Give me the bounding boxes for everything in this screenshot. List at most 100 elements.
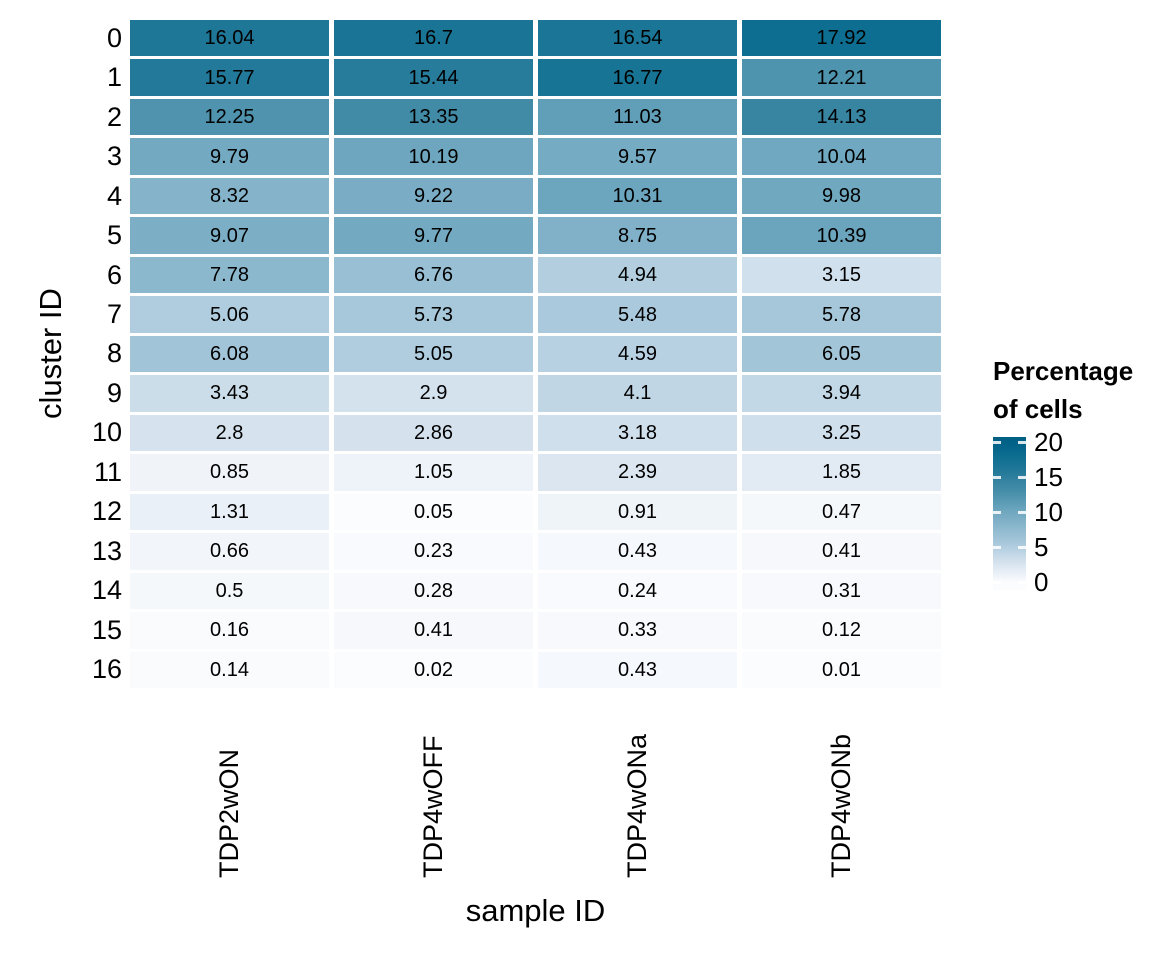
cell-value-label: 0.85 [210,461,249,484]
heatmap-cell: 3.18 [538,414,737,452]
heatmap-cell: 9.22 [334,177,533,215]
heatmap-cell: 5.05 [334,335,533,373]
y-tick-label: 3 [106,141,122,172]
heatmap-cell: 0.41 [742,533,941,570]
heatmap-cell: 16.04 [130,20,329,57]
cell-value-label: 14.13 [816,106,867,129]
y-tick-label: 2 [106,101,122,132]
cell-value-label: 0.47 [822,500,861,523]
heatmap-cell: 10.39 [742,217,941,254]
cell-value-label: 6.08 [210,342,249,365]
heatmap-cell: 12.21 [742,59,941,96]
cell-value-label: 0.16 [210,619,249,642]
x-tick-label: TDP2wON [214,748,244,878]
heatmap-cell: 1.05 [334,454,533,491]
y-tick-label: 13 [91,535,122,566]
cell-value-label: 9.07 [210,224,249,247]
cell-value-label: 2.9 [419,382,448,405]
legend-tick-label: 0 [1034,567,1049,597]
y-tick-label: 11 [93,456,122,487]
heatmap-cell: 9.79 [130,138,329,175]
y-tick-label: 16 [91,654,122,685]
heatmap-cell: 14.13 [742,98,941,136]
heatmap-cell: 0.24 [538,572,737,610]
cell-value-label: 0.14 [210,658,249,681]
y-tick-labels: 0 1 2 3 4 5 6 7 8 9 10 11 12 13 14 15 16 [38,20,122,688]
cell-value-label: 0.05 [414,500,453,523]
y-tick-label: 7 [106,299,122,330]
cell-value-label: 12.25 [204,106,255,129]
cell-value-label: 9.98 [822,185,861,208]
heatmap-cell: 0.91 [538,493,737,531]
x-tick-label: TDP4wOFF [418,735,448,878]
cell-value-label: 0.28 [414,579,453,602]
heatmap-cell: 2.86 [334,414,533,452]
cell-value-label: 8.32 [210,185,249,208]
heatmap-cell: 2.8 [130,414,329,452]
cell-value-label: 0.91 [618,500,657,523]
legend-title: Percentage of cells [993,352,1152,428]
y-tick-label: 1 [106,62,122,93]
legend-tick-right [1018,476,1026,479]
cell-value-label: 10.19 [408,145,459,168]
cell-value-label: 10.31 [612,185,663,208]
heatmap-cell: 3.25 [742,414,941,452]
heatmap-cell: 3.15 [742,256,941,294]
cell-value-label: 1.05 [414,461,453,484]
legend-tick-left [993,511,1001,514]
heatmap-cell: 1.31 [130,493,329,531]
heatmap-cell: 8.75 [538,217,737,254]
cell-value-label: 15.77 [204,66,255,89]
heatmap-cell: 0.47 [742,493,941,531]
cell-value-label: 0.33 [618,619,657,642]
y-tick-label: 0 [106,22,122,53]
cell-value-label: 0.01 [822,658,861,681]
cell-value-label: 0.31 [822,579,861,602]
legend-title-line-2: of cells [993,394,1083,424]
heatmap-cell: 16.7 [334,20,533,57]
heatmap-cell: 0.66 [130,533,329,570]
cell-value-label: 12.21 [816,66,867,89]
cell-value-label: 10.04 [816,145,867,168]
cell-value-label: 7.78 [210,264,249,287]
heatmap-cell: 0.41 [334,612,533,649]
cell-value-label: 0.43 [618,658,657,681]
cell-value-label: 13.35 [408,106,459,129]
heatmap-cell: 6.08 [130,335,329,373]
legend-tick-left [993,441,1001,444]
cell-value-label: 0.02 [414,658,453,681]
y-tick-label: 8 [106,338,122,369]
heatmap-cell: 8.32 [130,177,329,215]
heatmap-cell: 0.14 [130,651,329,688]
heatmap-cell: 7.78 [130,256,329,294]
heatmap-cell: 0.01 [742,651,941,688]
cell-value-label: 16.7 [414,27,453,50]
cell-value-label: 1.85 [822,461,861,484]
cell-value-label: 3.15 [822,264,861,287]
heatmap-cell: 5.48 [538,296,737,333]
heatmap-cell: 10.31 [538,177,737,215]
cell-value-label: 3.43 [210,382,249,405]
heatmap-cell: 10.19 [334,138,533,175]
heatmap-cell: 9.57 [538,138,737,175]
cell-value-label: 8.75 [618,224,657,247]
cell-value-label: 10.39 [816,224,867,247]
cell-value-label: 5.06 [210,303,249,326]
heatmap-cell: 9.07 [130,217,329,254]
y-tick-label: 14 [91,575,122,606]
heatmap-cell: 0.43 [538,533,737,570]
cell-value-label: 4.59 [618,342,657,365]
cell-value-label: 9.77 [414,224,453,247]
cell-value-label: 4.1 [623,382,652,405]
cell-value-label: 2.39 [618,461,657,484]
heatmap-cell: 0.31 [742,572,941,610]
cell-value-label: 3.18 [618,421,657,444]
cell-value-label: 5.48 [618,303,657,326]
heatmap-cell: 3.94 [742,375,941,412]
y-tick-label: 15 [91,614,122,645]
cell-value-label: 4.94 [618,264,657,287]
cell-value-label: 1.31 [210,500,249,523]
cell-value-label: 15.44 [408,66,459,89]
legend-tick-right [1018,581,1026,584]
heatmap-cell: 0.28 [334,572,533,610]
